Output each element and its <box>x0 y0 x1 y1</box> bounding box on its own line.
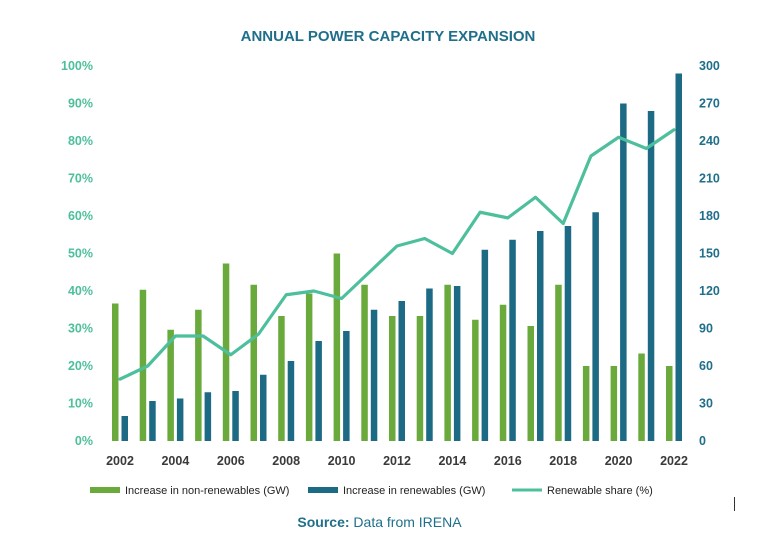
bar-non-renewables-2015 <box>472 319 479 441</box>
right-tick-label: 60 <box>699 359 713 373</box>
right-tick-label: 150 <box>699 247 720 261</box>
right-tick-label: 270 <box>699 97 720 111</box>
bar-non-renewables-2011 <box>361 284 368 441</box>
left-tick-label: 40% <box>68 284 93 298</box>
left-tick-label: 0% <box>75 434 93 448</box>
legend-label: Increase in renewables (GW) <box>343 485 485 497</box>
bar-renewables-2018 <box>564 226 572 441</box>
bar-renewables-2002 <box>121 416 128 441</box>
bar-group <box>112 73 682 441</box>
legend-swatch <box>90 487 120 493</box>
bar-non-renewables-2021 <box>638 353 645 441</box>
left-axis: 0% 10% 20% 30% 40% 50% 60% 70% 80% 90% 100% <box>61 59 93 448</box>
bar-renewables-2008 <box>287 361 295 441</box>
bar-renewables-2010 <box>343 331 350 441</box>
bar-non-renewables-2007 <box>250 284 257 441</box>
x-tick-label: 2010 <box>328 454 356 468</box>
source-note: Source: Data from IRENA <box>0 514 759 530</box>
x-tick-label: 2004 <box>161 454 189 468</box>
right-tick-label: 210 <box>699 172 720 186</box>
bar-renewables-2013 <box>426 288 433 441</box>
right-tick-label: 30 <box>699 397 713 411</box>
bar-non-renewables-2003 <box>139 289 147 441</box>
bar-renewables-2004 <box>176 398 184 441</box>
x-tick-label: 2008 <box>272 454 300 468</box>
text-cursor <box>734 497 735 511</box>
right-tick-label: 240 <box>699 134 720 148</box>
line-layer <box>118 128 676 381</box>
legend-label: Renewable share (%) <box>547 485 653 497</box>
right-tick-label: 90 <box>699 322 713 336</box>
right-tick-label: 120 <box>699 284 720 298</box>
legend-swatch <box>308 487 338 493</box>
bar-non-renewables-2018 <box>555 284 562 441</box>
right-tick-label: 0 <box>699 434 706 448</box>
left-tick-label: 20% <box>68 359 93 373</box>
x-tick-label: 2016 <box>494 454 522 468</box>
bar-renewables-2005 <box>204 392 212 441</box>
bar-renewables-2003 <box>149 401 156 441</box>
legend: Increase in non-renewables (GW) Increase … <box>90 485 653 497</box>
bar-renewables-2019 <box>592 212 599 441</box>
bar-non-renewables-2017 <box>527 326 534 441</box>
bar-renewables-2022 <box>675 73 682 441</box>
right-axis: 0 30 60 90 120 150 180 210 240 270 300 <box>699 59 720 448</box>
x-axis: 2002 2004 2006 2008 2010 2012 2014 2016 2018 2020… <box>106 454 688 468</box>
bar-renewables-2014 <box>453 286 461 441</box>
source-text: Data from IRENA <box>349 514 462 530</box>
left-tick-label: 90% <box>68 97 93 111</box>
x-tick-label: 2006 <box>217 454 245 468</box>
left-tick-label: 30% <box>68 322 93 336</box>
legend-label: Increase in non-renewables (GW) <box>125 485 289 497</box>
left-tick-label: 100% <box>61 59 93 73</box>
bar-non-renewables-2020 <box>610 366 618 441</box>
bar-renewables-2006 <box>232 391 239 441</box>
renewable-share-line <box>118 128 676 381</box>
x-tick-label: 2018 <box>549 454 577 468</box>
bar-non-renewables-2005 <box>195 309 202 441</box>
bar-non-renewables-2014 <box>444 284 451 441</box>
bar-non-renewables-2016 <box>499 304 507 441</box>
bar-renewables-2020 <box>620 103 627 441</box>
x-tick-label: 2012 <box>383 454 411 468</box>
x-tick-label: 2022 <box>660 454 688 468</box>
right-tick-label: 300 <box>699 59 720 73</box>
right-tick-label: 180 <box>699 209 720 223</box>
bar-non-renewables-2010 <box>333 253 341 441</box>
x-tick-label: 2002 <box>106 454 134 468</box>
bar-non-renewables-2008 <box>278 316 285 441</box>
x-tick-label: 2014 <box>438 454 466 468</box>
left-tick-label: 60% <box>68 209 93 223</box>
bar-renewables-2012 <box>398 301 405 441</box>
bar-non-renewables-2012 <box>389 316 396 441</box>
bar-renewables-2009 <box>315 341 322 441</box>
bar-non-renewables-2004 <box>167 329 174 441</box>
left-tick-label: 50% <box>68 247 93 261</box>
chart-title: ANNUAL POWER CAPACITY EXPANSION <box>241 28 536 45</box>
x-tick-label: 2020 <box>605 454 633 468</box>
bar-non-renewables-2002 <box>112 303 119 441</box>
bar-renewables-2017 <box>537 231 544 441</box>
bar-renewables-2011 <box>370 309 378 441</box>
bar-renewables-2007 <box>260 374 267 441</box>
bar-non-renewables-2019 <box>582 366 590 441</box>
bar-renewables-2015 <box>481 249 489 441</box>
bar-non-renewables-2009 <box>305 293 313 441</box>
bar-renewables-2016 <box>509 239 516 441</box>
left-tick-label: 80% <box>68 134 93 148</box>
left-tick-label: 10% <box>68 397 93 411</box>
bar-non-renewables-2013 <box>416 316 424 441</box>
left-tick-label: 70% <box>68 172 93 186</box>
bar-renewables-2021 <box>647 111 655 441</box>
bar-non-renewables-2022 <box>666 366 673 441</box>
source-label: Source: <box>297 514 350 530</box>
